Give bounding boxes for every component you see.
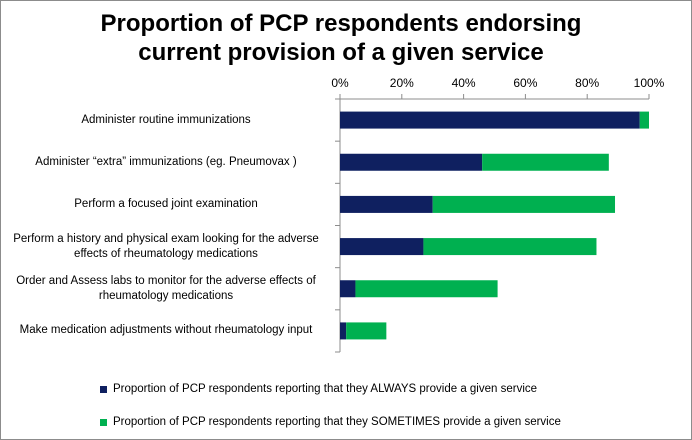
bar-always [340, 111, 640, 129]
chart-title-line-2: current provision of a given service [138, 39, 544, 66]
bar-sometimes [482, 153, 609, 171]
chart-title-line-1: Proportion of PCP respondents endorsing [100, 10, 582, 37]
legend-label: Proportion of PCP respondents reporting … [113, 416, 561, 428]
bar-always [340, 153, 483, 171]
bar-always [340, 195, 433, 213]
y-category-label: Perform a focused joint examination [2, 197, 330, 212]
bar-sometimes [423, 238, 597, 256]
x-tick-label: 100% [634, 76, 665, 90]
legend-item-sometimes: Proportion of PCP respondents reporting … [100, 414, 561, 430]
x-tick-label: 0% [331, 76, 349, 90]
y-category-label-line: Perform a focused joint examination [74, 197, 258, 210]
x-tick-label: 60% [513, 76, 537, 90]
y-category-label: Perform a history and physical exam look… [2, 232, 330, 262]
y-category-label-line: Administer routine immunizations [81, 113, 251, 126]
bar-sometimes [355, 280, 498, 298]
bar-always [340, 322, 347, 340]
bar-always [340, 280, 356, 298]
legend-item-always: Proportion of PCP respondents reporting … [100, 381, 537, 397]
legend-label: Proportion of PCP respondents reporting … [113, 383, 538, 395]
bar-sometimes [346, 322, 387, 340]
legend-swatch [100, 385, 107, 393]
bar-always [340, 238, 424, 256]
y-category-label-line: Make medication adjustments without rheu… [19, 324, 313, 337]
y-category-label-line: Perform a history and physical exam look… [13, 232, 319, 245]
x-tick-label: 40% [452, 76, 476, 90]
y-category-label: Order and Assess labs to monitor for the… [2, 274, 330, 304]
y-category-label: Make medication adjustments without rheu… [2, 323, 330, 338]
y-category-label-line: effects of rheumatology medications [74, 247, 258, 260]
x-tick-label: 20% [390, 76, 414, 90]
x-tick-label: 80% [575, 76, 599, 90]
y-category-label-line: Order and Assess labs to monitor for the… [16, 274, 316, 287]
chart-title: Proportion of PCP respondents endorsing … [61, 9, 621, 67]
y-category-label-line: rheumatology medications [98, 289, 234, 302]
bar-sometimes [639, 111, 649, 129]
bar-sometimes [432, 195, 616, 213]
y-category-label: Administer routine immunizations [2, 113, 330, 128]
y-category-label: Administer “extra” immunizations (eg. Pn… [2, 155, 330, 170]
y-category-label-line: Administer “extra” immunizations (eg. Pn… [35, 155, 297, 168]
legend-swatch [100, 418, 107, 426]
